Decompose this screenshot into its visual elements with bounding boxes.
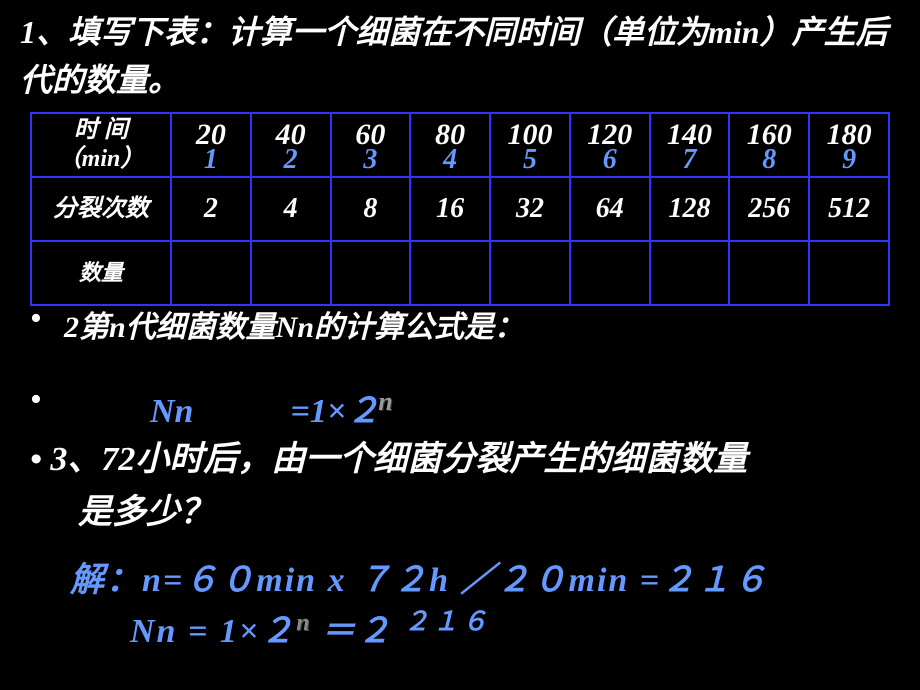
row1-label: 时 间 bbox=[74, 117, 128, 143]
answer-line2-mid: ＝２ bbox=[321, 613, 393, 650]
question-2-overlay: 2第n代细菌数量Nn的计算公式是： bbox=[64, 302, 524, 346]
row1-sublabel: （min） bbox=[58, 146, 145, 172]
answer-exp1: n bbox=[296, 610, 310, 636]
cell-time-5: 1206 bbox=[570, 113, 650, 177]
row2-header: 分裂次数 bbox=[31, 177, 171, 241]
formula-rhs-base: =1×２ bbox=[290, 393, 380, 430]
answer-block: 解：n=６０min x ７２h ／２０min =２１６ Nn = 1×２n ＝２… bbox=[70, 555, 769, 657]
formula-exp: n bbox=[378, 387, 392, 416]
data-table: 时 间 （min） 201 402 603 804 1005 1206 1407… bbox=[30, 112, 890, 306]
table-row: 数量 bbox=[31, 241, 889, 305]
cell-empty bbox=[410, 241, 490, 305]
bullet-icon: • bbox=[30, 383, 42, 417]
cell-count-4: 32 bbox=[490, 177, 570, 241]
q3-line1: • 3、72小时后，由一个细菌分裂产生的细菌数量 bbox=[30, 434, 747, 487]
cell-time-7: 1608 bbox=[729, 113, 809, 177]
bullet-icon: • bbox=[30, 302, 42, 336]
cell-empty bbox=[171, 241, 251, 305]
table-row: 时 间 （min） 201 402 603 804 1005 1206 1407… bbox=[31, 113, 889, 177]
answer-line1: 解：n=６０min x ７２h ／２０min =２１６ bbox=[70, 562, 769, 599]
cell-count-8: 512 bbox=[809, 177, 889, 241]
cell-empty bbox=[570, 241, 650, 305]
cell-time-1: 402 bbox=[251, 113, 331, 177]
table-row: 分裂次数 2 4 8 16 32 64 128 256 512 bbox=[31, 177, 889, 241]
formula-nn: Nn =1×２n bbox=[150, 383, 393, 432]
q3-line2: 是多少？ bbox=[30, 487, 747, 540]
formula-lhs: Nn bbox=[150, 393, 193, 430]
cell-time-6: 1407 bbox=[650, 113, 730, 177]
cell-count-6: 128 bbox=[650, 177, 730, 241]
bacteria-table: 时 间 （min） 201 402 603 804 1005 1206 1407… bbox=[30, 112, 890, 306]
cell-empty bbox=[251, 241, 331, 305]
cell-count-3: 16 bbox=[410, 177, 490, 241]
cell-empty bbox=[809, 241, 889, 305]
cell-empty bbox=[490, 241, 570, 305]
cell-time-2: 603 bbox=[331, 113, 411, 177]
question-3: • 3、72小时后，由一个细菌分裂产生的细菌数量 是多少？ bbox=[30, 434, 747, 539]
cell-time-4: 1005 bbox=[490, 113, 570, 177]
cell-count-0: 2 bbox=[171, 177, 251, 241]
question-1: 1、填写下表：计算一个细菌在不同时间（单位为min）产生后代的数量。 bbox=[20, 8, 900, 104]
cell-empty bbox=[650, 241, 730, 305]
cell-empty bbox=[331, 241, 411, 305]
cell-empty bbox=[729, 241, 809, 305]
row3-header: 数量 bbox=[31, 241, 171, 305]
cell-count-5: 64 bbox=[570, 177, 650, 241]
cell-count-1: 4 bbox=[251, 177, 331, 241]
cell-count-2: 8 bbox=[331, 177, 411, 241]
cell-time-8: 1809 bbox=[809, 113, 889, 177]
cell-time-0: 201 bbox=[171, 113, 251, 177]
answer-line2-pre: Nn = 1×２ bbox=[130, 613, 296, 650]
cell-count-7: 256 bbox=[729, 177, 809, 241]
row1-header: 时 间 （min） bbox=[31, 113, 171, 177]
answer-exp2: ２１６ bbox=[404, 607, 491, 636]
cell-time-3: 804 bbox=[410, 113, 490, 177]
